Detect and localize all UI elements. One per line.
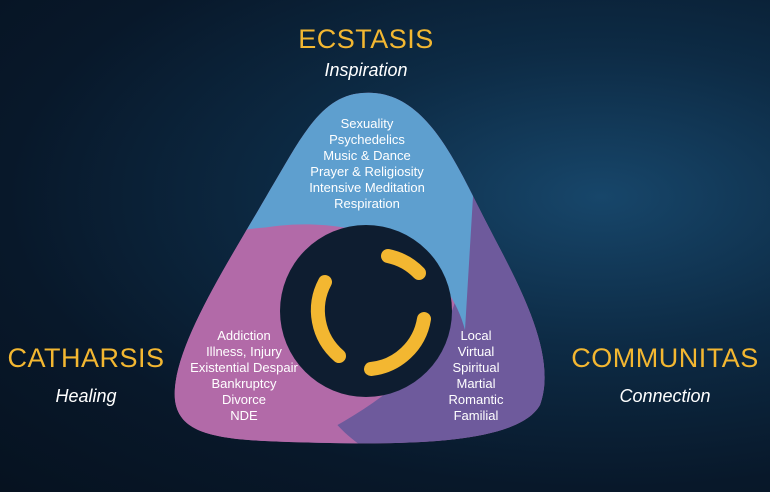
catharsis-list: Addiction Illness, Injury Existential De… (180, 328, 308, 424)
communitas-subtitle: Connection (619, 386, 711, 406)
communitas-title: COMMUNITAS (571, 343, 759, 373)
list-item: Local (460, 328, 492, 343)
communitas-list: Local Virtual Spiritual Martial Romantic… (434, 328, 518, 424)
catharsis-lobe (174, 227, 360, 444)
list-item: Psychedelics (329, 132, 405, 147)
list-item: NDE (230, 408, 258, 423)
catharsis-subtitle: Healing (55, 386, 117, 406)
ecstasis-subtitle: Inspiration (324, 60, 408, 80)
list-item: Martial (456, 376, 496, 391)
list-item: Intensive Meditation (309, 180, 425, 195)
list-item: Respiration (334, 196, 400, 211)
list-item: Existential Despair (190, 360, 298, 375)
list-item: Illness, Injury (206, 344, 282, 359)
list-item: Familial (453, 408, 499, 423)
list-item: Bankruptcy (211, 376, 277, 391)
list-item: Sexuality (340, 116, 394, 131)
cycle-ring (310, 249, 431, 376)
list-item: Virtual (457, 344, 495, 359)
ecstasis-list: Sexuality Psychedelics Music & Dance Pra… (284, 116, 450, 212)
ecstasis-title: ECSTASIS (298, 24, 434, 54)
list-item: Spiritual (452, 360, 500, 375)
list-item: Prayer & Religiosity (310, 164, 424, 179)
list-item: Romantic (448, 392, 504, 407)
list-item: Addiction (217, 328, 271, 343)
list-item: Divorce (221, 392, 267, 407)
catharsis-title: CATHARSIS (7, 343, 165, 373)
list-item: Music & Dance (323, 148, 411, 163)
